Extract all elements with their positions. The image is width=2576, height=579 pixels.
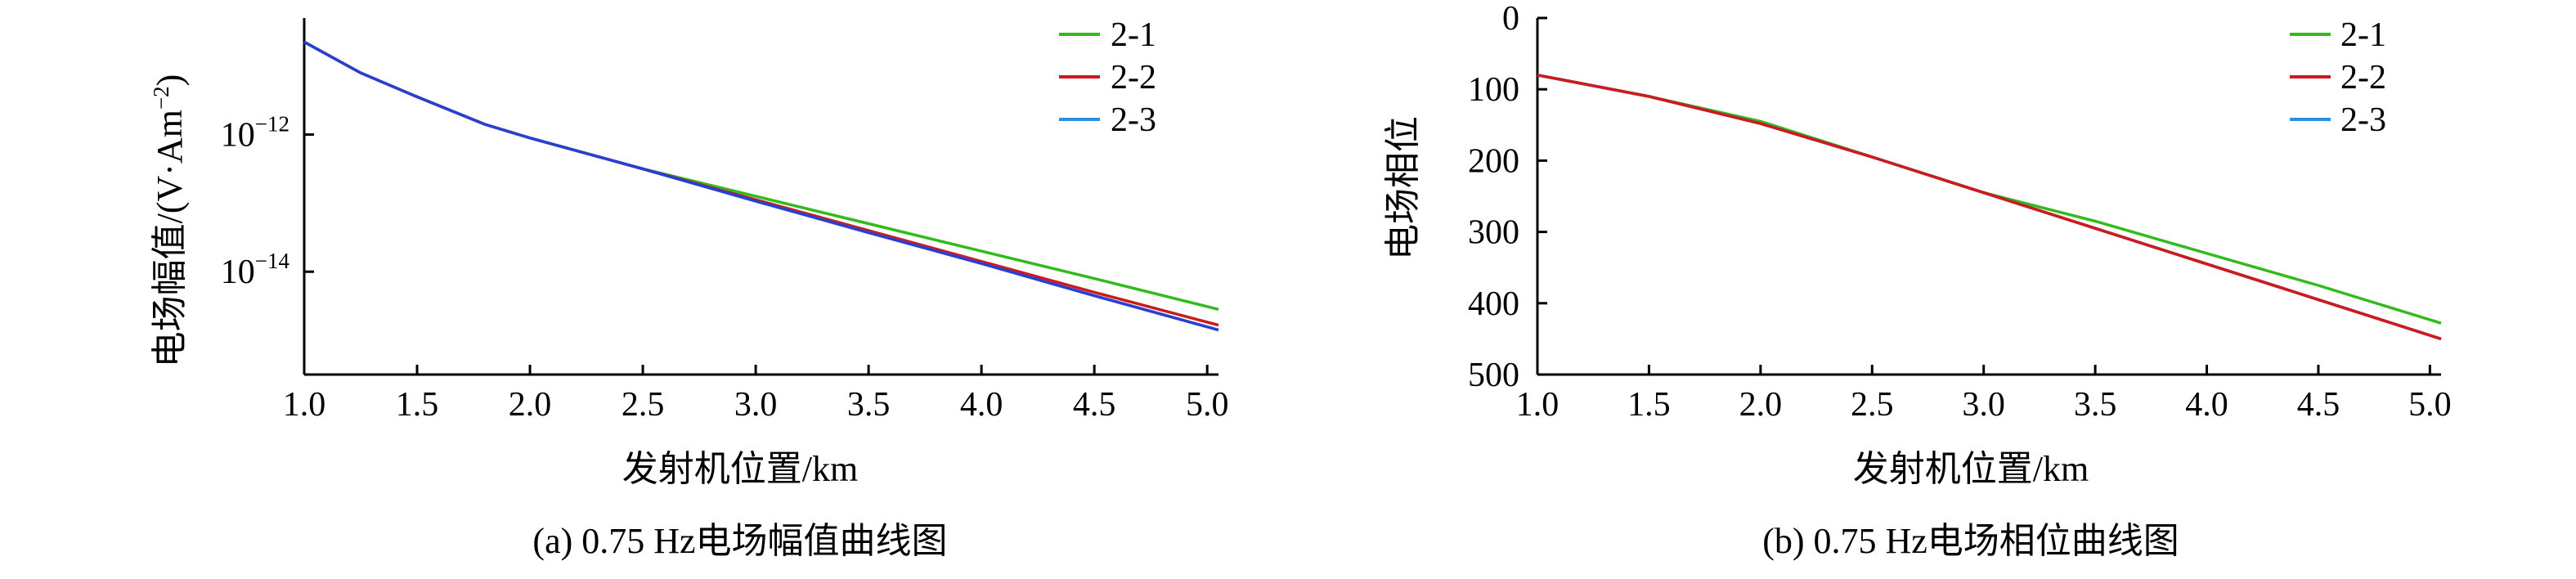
phase-y-ticks: 0 100 200 300 400 500 bbox=[1468, 0, 1547, 394]
amplitude-series-2-1 bbox=[303, 40, 1219, 311]
phase-x-tick-label: 3.0 bbox=[1962, 386, 2005, 424]
amplitude-x-tick-label: 3.5 bbox=[847, 386, 891, 424]
amplitude-y-tick-label: 10−14 bbox=[221, 249, 290, 291]
amplitude-caption: (a) 0.75 Hz电场幅值曲线图 bbox=[532, 521, 947, 561]
phase-legend-label: 2-3 bbox=[2340, 101, 2386, 139]
phase-legend-label: 2-2 bbox=[2340, 59, 2386, 96]
phase-x-tick-label: 4.0 bbox=[2185, 386, 2228, 424]
amplitude-x-tick-label: 1.0 bbox=[283, 386, 326, 424]
phase-series-2-3 bbox=[1537, 74, 2442, 341]
phase-legend: 2-1 2-2 2-3 bbox=[2290, 16, 2386, 139]
amplitude-x-tick-label: 5.0 bbox=[1186, 386, 1229, 424]
amplitude-axes bbox=[303, 18, 1218, 376]
phase-y-tick-label: 500 bbox=[1468, 357, 1519, 394]
amplitude-x-tick-label: 4.0 bbox=[960, 386, 1003, 424]
phase-axes bbox=[1536, 18, 2441, 376]
amplitude-x-tick-label: 1.5 bbox=[396, 386, 439, 424]
amplitude-x-tick-label: 3.0 bbox=[734, 386, 778, 424]
phase-x-tick-label: 1.5 bbox=[1627, 386, 1671, 424]
amplitude-legend-label: 2-3 bbox=[1111, 101, 1156, 139]
phase-legend-label: 2-1 bbox=[2340, 16, 2386, 54]
amplitude-y-tick-label: 10−12 bbox=[221, 112, 289, 155]
phase-series-2-2 bbox=[1537, 74, 2442, 341]
phase-y-tick-label: 300 bbox=[1468, 214, 1519, 252]
amplitude-legend: 2-1 2-2 2-3 bbox=[1059, 16, 1156, 139]
amplitude-legend-label: 2-1 bbox=[1111, 16, 1156, 54]
amplitude-series-2-2 bbox=[303, 40, 1219, 327]
phase-x-tick-label: 4.5 bbox=[2297, 386, 2340, 424]
phase-x-axis-title: 发射机位置/km bbox=[1853, 449, 2089, 489]
amplitude-legend-label: 2-2 bbox=[1111, 59, 1156, 96]
phase-x-tick-label: 3.5 bbox=[2074, 386, 2117, 424]
amplitude-series-overlay bbox=[303, 40, 1219, 332]
amplitude-y-ticks: 10−12 10−14 bbox=[221, 112, 314, 291]
phase-y-tick-label: 0 bbox=[1502, 0, 1519, 38]
phase-x-tick-label: 2.5 bbox=[1851, 386, 1894, 424]
phase-y-tick-label: 100 bbox=[1468, 71, 1519, 109]
phase-x-tick-label: 5.0 bbox=[2408, 386, 2452, 424]
phase-series-2-2-top bbox=[1537, 74, 2442, 341]
amplitude-y-axis-title: 电场幅值/(V·Am−2) bbox=[149, 74, 190, 368]
phase-series-lines bbox=[1537, 74, 2442, 341]
phase-series-2-1 bbox=[1537, 74, 2442, 325]
amplitude-x-tick-label: 2.5 bbox=[622, 386, 665, 424]
phase-y-tick-label: 400 bbox=[1468, 285, 1519, 323]
amplitude-chart: 1.0 1.5 2.0 2.5 3.0 3.5 4.0 4.5 5.0 10−12 10−14 2… bbox=[149, 16, 1228, 561]
phase-caption: (b) 0.75 Hz电场相位曲线图 bbox=[1762, 521, 2179, 561]
phase-x-tick-label: 2.0 bbox=[1739, 386, 1783, 424]
amplitude-series-2-3 bbox=[303, 40, 1219, 332]
amplitude-x-tick-label: 4.5 bbox=[1073, 386, 1116, 424]
phase-y-axis-title: 电场相位 bbox=[1383, 116, 1423, 260]
amplitude-x-ticks: 1.0 1.5 2.0 2.5 3.0 3.5 4.0 4.5 5.0 bbox=[283, 365, 1229, 424]
phase-chart: 1.0 1.5 2.0 2.5 3.0 3.5 4.0 4.5 5.0 0 100 200 300 40… bbox=[1383, 0, 2452, 561]
phase-x-tick-label: 1.0 bbox=[1516, 386, 1560, 424]
amplitude-x-axis-title: 发射机位置/km bbox=[622, 449, 858, 489]
amplitude-x-tick-label: 2.0 bbox=[509, 386, 552, 424]
phase-y-tick-label: 200 bbox=[1468, 142, 1519, 180]
phase-x-ticks: 1.0 1.5 2.0 2.5 3.0 3.5 4.0 4.5 5.0 bbox=[1516, 365, 2452, 424]
amplitude-series-lines bbox=[303, 40, 1219, 332]
